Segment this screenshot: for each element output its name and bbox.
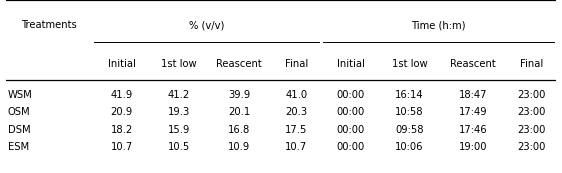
- Text: % (v/v): % (v/v): [189, 20, 224, 30]
- Text: 39.9: 39.9: [228, 90, 250, 100]
- Text: 00:00: 00:00: [337, 90, 365, 100]
- Text: 1st low: 1st low: [392, 59, 427, 69]
- Text: 10:06: 10:06: [395, 142, 424, 152]
- Text: Time (h:m): Time (h:m): [411, 20, 466, 30]
- Text: 15.9: 15.9: [167, 125, 190, 135]
- Text: ESM: ESM: [8, 142, 29, 152]
- Text: 41.2: 41.2: [168, 90, 190, 100]
- Text: 10:58: 10:58: [395, 107, 424, 117]
- Text: 17:46: 17:46: [459, 125, 487, 135]
- Text: 18.2: 18.2: [111, 125, 133, 135]
- Text: 41.0: 41.0: [285, 90, 307, 100]
- Text: 19:00: 19:00: [459, 142, 487, 152]
- Text: Reascent: Reascent: [216, 59, 262, 69]
- Text: Initial: Initial: [337, 59, 365, 69]
- Text: WSM: WSM: [8, 90, 33, 100]
- Text: 20.9: 20.9: [111, 107, 133, 117]
- Text: 17.5: 17.5: [285, 125, 307, 135]
- Text: 20.1: 20.1: [228, 107, 250, 117]
- Text: 18:47: 18:47: [459, 90, 487, 100]
- Text: Treatments: Treatments: [21, 20, 77, 30]
- Text: DSM: DSM: [8, 125, 30, 135]
- Text: 00:00: 00:00: [337, 142, 365, 152]
- Text: 23:00: 23:00: [518, 125, 546, 135]
- Text: 10.9: 10.9: [228, 142, 250, 152]
- Text: 23:00: 23:00: [518, 142, 546, 152]
- Text: 41.9: 41.9: [111, 90, 133, 100]
- Text: 23:00: 23:00: [518, 90, 546, 100]
- Text: 10.5: 10.5: [168, 142, 190, 152]
- Text: 19.3: 19.3: [168, 107, 190, 117]
- Text: 1st low: 1st low: [161, 59, 197, 69]
- Text: Reascent: Reascent: [450, 59, 496, 69]
- Text: OSM: OSM: [8, 107, 30, 117]
- Text: 10.7: 10.7: [111, 142, 133, 152]
- Text: 00:00: 00:00: [337, 107, 365, 117]
- Text: 10.7: 10.7: [285, 142, 307, 152]
- Text: Final: Final: [285, 59, 308, 69]
- Text: 23:00: 23:00: [518, 107, 546, 117]
- Text: 09:58: 09:58: [395, 125, 424, 135]
- Text: 16:14: 16:14: [395, 90, 424, 100]
- Text: Initial: Initial: [108, 59, 135, 69]
- Text: Final: Final: [520, 59, 543, 69]
- Text: 20.3: 20.3: [285, 107, 307, 117]
- Text: 00:00: 00:00: [337, 125, 365, 135]
- Text: 16.8: 16.8: [228, 125, 250, 135]
- Text: 17:49: 17:49: [459, 107, 487, 117]
